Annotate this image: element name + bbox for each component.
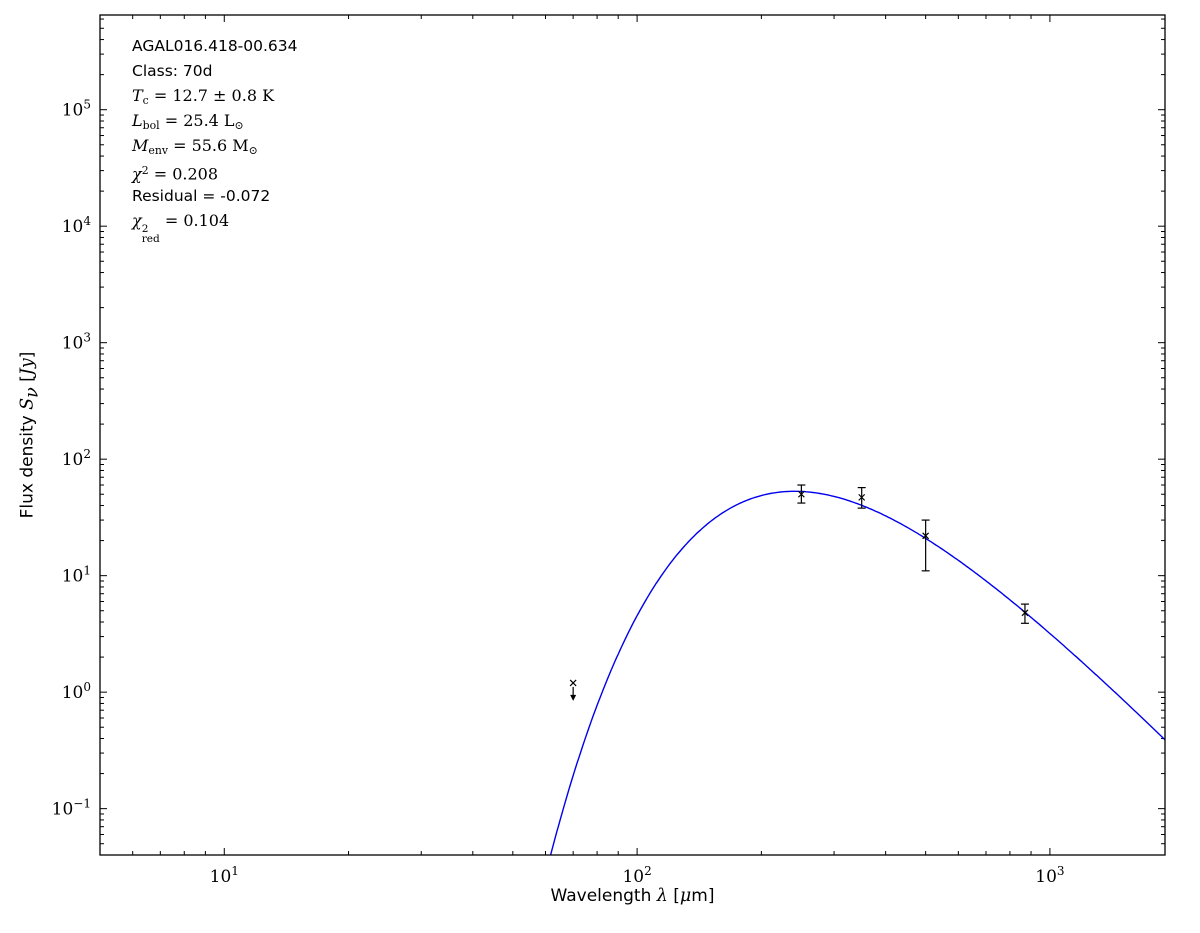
tick-label: 102 bbox=[62, 447, 91, 470]
tick-label: 105 bbox=[62, 98, 91, 121]
tick-labels: 101 102 103 10−1 100 101 102 103 104 105 bbox=[52, 98, 1065, 887]
text-segment: env bbox=[148, 144, 168, 158]
text-segment: = 0.104 bbox=[159, 211, 230, 230]
down-arrow-icon bbox=[570, 694, 577, 701]
upper-limit-point bbox=[569, 679, 577, 701]
annotation-line: Residual = -0.072 bbox=[132, 183, 298, 208]
text-segment: Class: 70d bbox=[132, 62, 213, 80]
text-segment: ] bbox=[17, 351, 38, 359]
data-point bbox=[857, 487, 866, 509]
math-supsub: 2 red bbox=[141, 222, 160, 246]
text-segment: S bbox=[17, 397, 38, 410]
text-segment: T bbox=[132, 86, 143, 105]
model-curve bbox=[549, 490, 1165, 855]
text-segment: Flux density bbox=[17, 409, 38, 519]
tick-label: 102 bbox=[622, 864, 651, 887]
tick-label: 10−1 bbox=[52, 797, 91, 820]
marker-x bbox=[569, 679, 577, 687]
text-segment: χ bbox=[132, 164, 142, 184]
text-segment: Residual = -0.072 bbox=[132, 187, 271, 205]
text-segment: = 25.4 L bbox=[159, 111, 235, 130]
text-segment: bol bbox=[142, 119, 160, 133]
text-segment: ⊙ bbox=[234, 119, 244, 133]
fit-parameters-annotation: AGAL016.418-00.634 Class: 70d Tc = 12.7 ± … bbox=[132, 33, 298, 244]
y-axis-label: Flux density Sν [Jy] bbox=[18, 352, 43, 519]
text-segment: m] bbox=[691, 886, 715, 906]
text-segment: [ bbox=[667, 886, 680, 906]
data-point bbox=[1020, 603, 1029, 624]
tick-label: 103 bbox=[62, 331, 91, 354]
annotation-line: Class: 70d bbox=[132, 58, 298, 83]
annotation-line: χ 2 red = 0.104 bbox=[132, 208, 298, 244]
text-segment: AGAL016.418-00.634 bbox=[132, 37, 298, 55]
text-segment: 2 bbox=[141, 164, 149, 177]
text-segment: ν bbox=[22, 387, 43, 398]
text-segment: χ bbox=[132, 211, 142, 230]
annotation-line: AGAL016.418-00.634 bbox=[132, 33, 298, 58]
axes-frame bbox=[99, 14, 1166, 856]
text-segment: [ bbox=[17, 375, 38, 388]
text-segment: μ bbox=[679, 886, 692, 906]
annotation-line: Tc = 12.7 ± 0.8 K bbox=[132, 83, 298, 108]
text-segment: = 55.6 M bbox=[167, 136, 249, 155]
annotation-line: Menv = 55.6 M⊙ bbox=[132, 133, 298, 158]
tick-label: 100 bbox=[62, 680, 91, 703]
x-axis-label: Wavelength λ [μm] bbox=[100, 886, 1165, 906]
annotation-line: Lbol = 25.4 L⊙ bbox=[132, 108, 298, 133]
tick-label: 101 bbox=[62, 564, 91, 587]
tick-label: 104 bbox=[62, 214, 92, 237]
text-segment: Wavelength bbox=[550, 886, 657, 906]
text-segment: Jy bbox=[17, 358, 38, 376]
data-points bbox=[569, 484, 1029, 701]
data-point bbox=[921, 519, 930, 572]
tick-label: 101 bbox=[210, 864, 239, 887]
text-segment: ⊙ bbox=[248, 144, 258, 158]
text-segment: λ bbox=[656, 886, 668, 906]
annotation-line: χ2 = 0.208 bbox=[132, 158, 298, 183]
text-segment: M bbox=[132, 136, 149, 155]
tick-label: 103 bbox=[1035, 864, 1064, 887]
axis-ticks bbox=[99, 15, 1165, 856]
text-segment: = 0.208 bbox=[148, 164, 219, 184]
text-segment: = 12.7 ± 0.8 K bbox=[148, 86, 275, 105]
text-segment: L bbox=[132, 111, 143, 130]
data-point bbox=[797, 484, 806, 504]
text-segment: c bbox=[142, 94, 149, 108]
